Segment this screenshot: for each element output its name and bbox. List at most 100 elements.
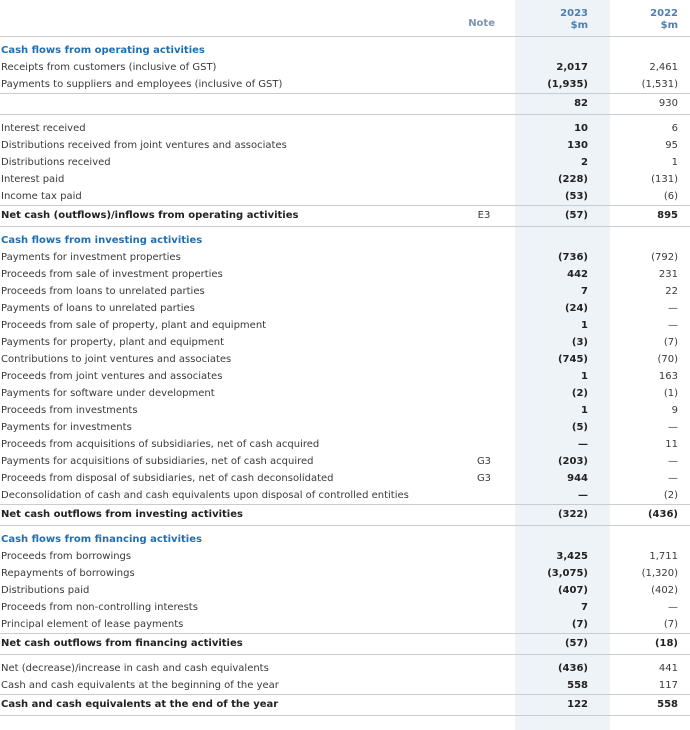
amount: 3,425 <box>556 551 588 562</box>
row-label: Proceeds from joint ventures and associa… <box>1 371 223 382</box>
amount: (736) <box>557 252 588 263</box>
note-ref: G3 <box>476 456 492 467</box>
row-label: Proceeds from disposal of subsidiaries, … <box>1 473 334 484</box>
amount: — <box>668 602 678 613</box>
row-label: Payments of loans to unrelated parties <box>1 303 195 314</box>
amount: (24) <box>564 303 588 314</box>
amount: 117 <box>658 680 678 691</box>
row-label: Proceeds from investments <box>1 405 138 416</box>
row-label: Interest received <box>1 123 86 134</box>
row-label: Distributions paid <box>1 585 90 596</box>
amount: (228) <box>557 174 588 185</box>
rule <box>0 715 690 716</box>
unit-header: $m <box>660 20 678 31</box>
amount: 7 <box>581 286 588 297</box>
row-label: Proceeds from acquisitions of subsidiari… <box>1 439 320 450</box>
amount: 558 <box>567 680 588 691</box>
row-label: Net cash outflows from investing activit… <box>1 509 243 520</box>
row-label: Distributions received <box>1 157 111 168</box>
year-header: 2022 <box>650 8 678 19</box>
section-heading: Cash flows from operating activities <box>1 45 205 56</box>
amount: (131) <box>651 174 678 185</box>
amount: (2) <box>571 388 588 399</box>
note-header: Note <box>468 18 495 29</box>
amount: (18) <box>654 638 678 649</box>
rule <box>0 525 690 526</box>
amount: — <box>668 303 678 314</box>
amount: 441 <box>658 663 678 674</box>
rule <box>0 93 690 94</box>
amount: (3) <box>571 337 588 348</box>
row-label: Payments for acquisitions of subsidiarie… <box>1 456 314 467</box>
row-label: Cash and cash equivalents at the beginni… <box>1 680 279 691</box>
amount: (7) <box>571 619 588 630</box>
note-ref: G3 <box>476 473 492 484</box>
amount: 22 <box>665 286 678 297</box>
amount: (57) <box>564 638 588 649</box>
amount: (1,531) <box>641 79 678 90</box>
amount: 944 <box>567 473 588 484</box>
row-label: Repayments of borrowings <box>1 568 135 579</box>
row-label: Cash and cash equivalents at the end of … <box>1 699 279 710</box>
amount: — <box>668 456 678 467</box>
amount: (203) <box>557 456 588 467</box>
row-label: Payments for property, plant and equipme… <box>1 337 225 348</box>
row-label: Contributions to joint ventures and asso… <box>1 354 232 365</box>
amount: (6) <box>663 191 678 202</box>
row-label: Interest paid <box>1 174 65 185</box>
row-label: Distributions received from joint ventur… <box>1 140 287 151</box>
rule <box>0 226 690 227</box>
amount: 1 <box>671 157 678 168</box>
amount: — <box>668 473 678 484</box>
amount: (5) <box>571 422 588 433</box>
amount: (436) <box>647 509 678 520</box>
amount: (3,075) <box>547 568 588 579</box>
section-heading: Cash flows from investing activities <box>1 235 203 246</box>
amount: 895 <box>657 210 678 221</box>
amount: 558 <box>657 699 678 710</box>
amount: 11 <box>665 439 678 450</box>
amount: 2 <box>581 157 588 168</box>
amount: 122 <box>567 699 588 710</box>
amount: (1,935) <box>547 79 588 90</box>
row-label: Payments for investment properties <box>1 252 181 263</box>
amount: (436) <box>557 663 588 674</box>
current-year-shade <box>515 0 610 730</box>
rule <box>0 504 690 505</box>
row-label: Principal element of lease payments <box>1 619 184 630</box>
amount: (2) <box>663 490 678 501</box>
row-label: Proceeds from sale of property, plant an… <box>1 320 267 331</box>
amount: 9 <box>671 405 678 416</box>
amount: 930 <box>658 98 678 109</box>
amount: 1 <box>581 320 588 331</box>
amount: 442 <box>567 269 588 280</box>
row-label: Net cash (outflows)/inflows from operati… <box>1 210 299 221</box>
row-label: Payments for investments <box>1 422 132 433</box>
amount: 130 <box>567 140 588 151</box>
amount: — <box>668 422 678 433</box>
row-label: Proceeds from sale of investment propert… <box>1 269 223 280</box>
amount: 7 <box>581 602 588 613</box>
amount: 1,711 <box>649 551 678 562</box>
amount: (1,320) <box>641 568 678 579</box>
amount: (57) <box>564 210 588 221</box>
amount: (322) <box>557 509 588 520</box>
rule <box>0 205 690 206</box>
row-label: Proceeds from borrowings <box>1 551 132 562</box>
amount: 82 <box>574 98 588 109</box>
amount: (70) <box>657 354 678 365</box>
amount: 1 <box>581 405 588 416</box>
rule <box>0 114 690 115</box>
row-label: Payments for software under development <box>1 388 215 399</box>
amount: 95 <box>665 140 678 151</box>
rule <box>0 36 690 37</box>
row-label: Net cash outflows from financing activit… <box>1 638 243 649</box>
rule <box>0 654 690 655</box>
amount: 2,461 <box>649 62 678 73</box>
amount: (745) <box>557 354 588 365</box>
amount: (407) <box>557 585 588 596</box>
row-label: Income tax paid <box>1 191 82 202</box>
amount: 10 <box>574 123 588 134</box>
amount: 231 <box>658 269 678 280</box>
